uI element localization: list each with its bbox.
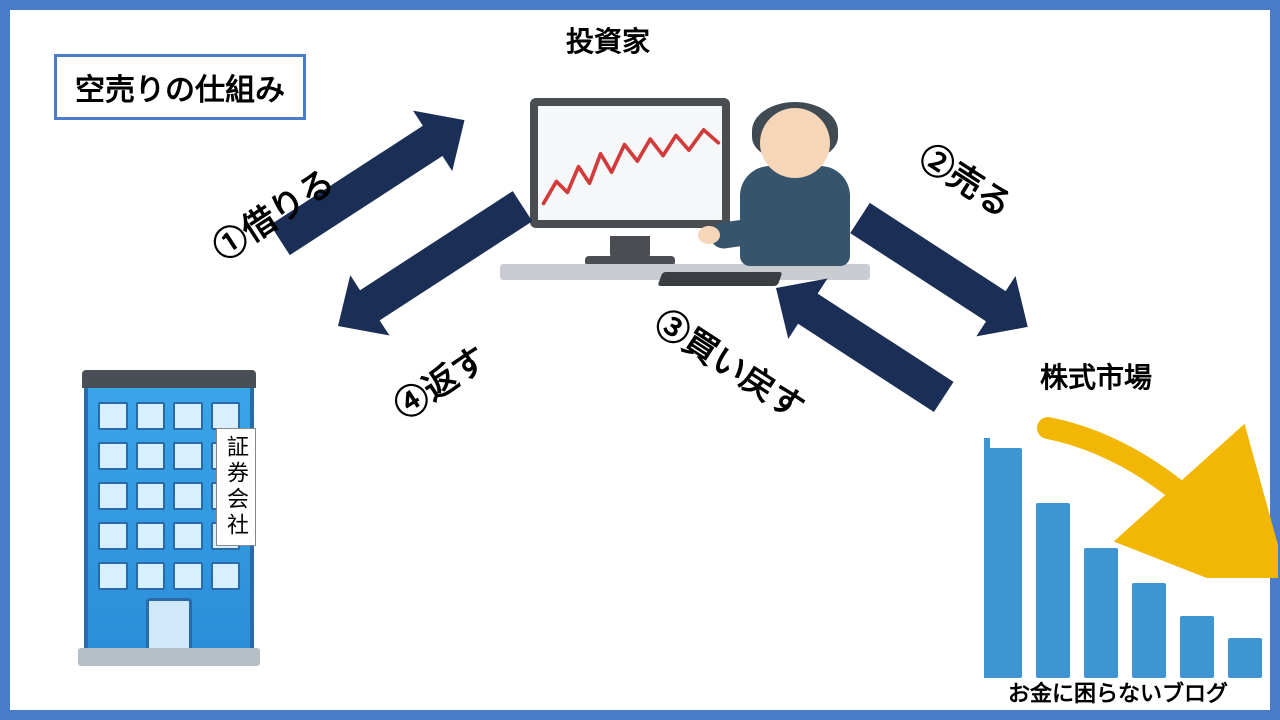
- monitor-stand: [610, 236, 650, 258]
- market-label: 株式市場: [1040, 356, 1152, 396]
- monitor-icon: [530, 98, 730, 228]
- flow-label-return: ④返す: [383, 332, 495, 429]
- title-box: 空売りの仕組み: [54, 54, 306, 120]
- flow-label-sell: ②売る: [911, 130, 1023, 227]
- person-icon: [720, 108, 860, 298]
- watermark: お金に困らないブログ: [1008, 676, 1228, 708]
- flow-label-borrow: ①借りる: [202, 155, 343, 270]
- flow-label-buyback: ③買い戻す: [646, 296, 815, 430]
- diagram-frame: 空売りの仕組み 投資家 証券会社 株式市場: [0, 0, 1280, 720]
- title-text: 空売りの仕組み: [75, 74, 285, 107]
- investor-label: 投資家: [566, 20, 650, 60]
- broker-sign: 証券会社: [216, 428, 256, 546]
- investor-node: [530, 68, 850, 308]
- chart-bar: [1132, 583, 1166, 678]
- stock-line-icon: [538, 106, 722, 220]
- downtrend-arrow-icon: [1028, 408, 1278, 578]
- chart-bar: [988, 448, 1022, 678]
- chart-bar: [1228, 638, 1262, 678]
- chart-bar: [1180, 616, 1214, 678]
